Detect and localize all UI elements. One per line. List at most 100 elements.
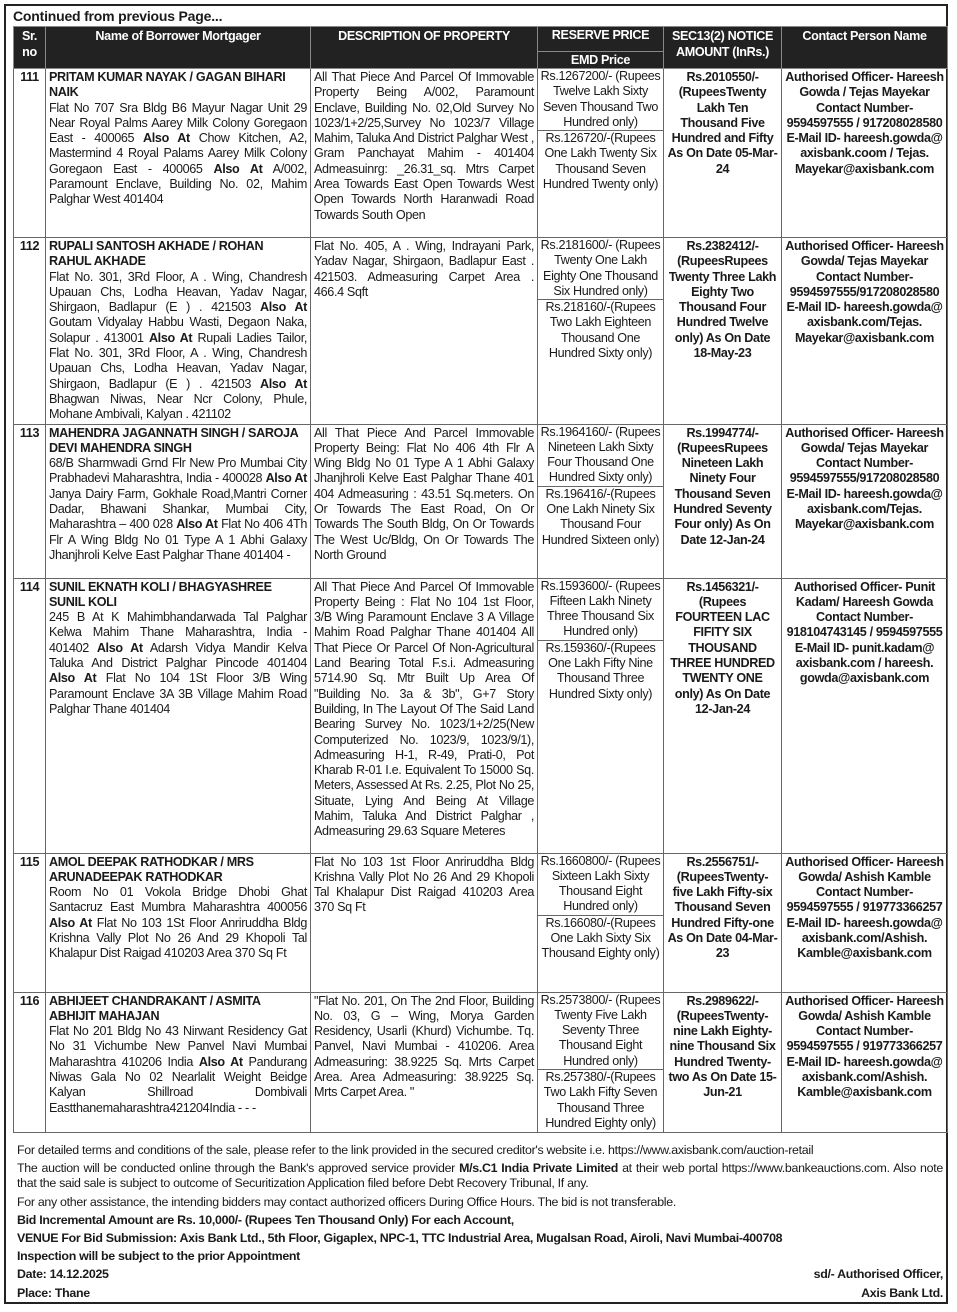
borrower-cell: RUPALI SANTOSH AKHADE / ROHAN RAHUL AKHA… [45,237,311,425]
emd-price: Rs.196416/-(Rupees One Lakh Ninety Six T… [541,486,660,547]
table-row: 111 PRITAM KUMAR NAYAK / GAGAN BIHARI NA… [13,68,948,238]
sr-no: 112 [13,237,46,425]
also-at-label: Also At [260,376,307,391]
header-description: DESCRIPTION OF PROPERTY [310,26,538,69]
reserve-emd-cell: Rs.2573800/- (Rupees Twenty Five Lakh Se… [537,991,664,1133]
header-reserve: RESERVE PRICE [538,27,663,52]
contact-person: Authorised Officer- Hareesh Gowda / Teja… [781,68,948,238]
reserve-emd-cell: Rs.2181600/- (Rupees Twenty One Lakh Eig… [537,237,664,425]
footer: For detailed terms and conditions of the… [17,1143,943,1304]
table-row: 116 ABHIJEET CHANDRAKANT / ASMITA ABHIJI… [13,991,948,1133]
date: Date: 14.12.2025 [17,1267,109,1282]
notice-amount: Rs.1994774/- (RupeesRupees Nineteen Lakh… [663,423,782,579]
borrower-cell: ABHIJEET CHANDRAKANT / ASMITA ABHIJIT MA… [45,991,311,1133]
also-at-label: Also At [260,300,307,315]
terms-text: For detailed terms and conditions of the… [17,1143,814,1157]
header-reserve-emd: RESERVE PRICE EMD Price [537,26,664,69]
address-segment: Flat No. 301, 3Rd Floor, A . Wing, Chand… [49,269,307,315]
reserve-price: Rs.1593600/- (Rupees Fifteen Lakh Ninety… [538,579,663,641]
table-row: 115 AMOL DEEPAK RATHODKAR / MRS ARUNADEE… [13,852,948,993]
borrower-names: SUNIL EKNATH KOLI / BHAGYASHREE SUNIL KO… [49,579,272,609]
borrower-cell: PRITAM KUMAR NAYAK / GAGAN BIHARI NAIK Fl… [45,68,311,238]
emd-price: Rs.159360/-(Rupees One Lakh Fifty Nine T… [545,640,656,701]
also-at-label: Also At [265,471,308,486]
reserve-emd-cell: Rs.1660800/- (Rupees Sixteen Lakh Sixty … [537,852,664,993]
address-segment: Room No 01 Vokola Bridge Dhobi Ghat Sant… [49,885,307,915]
address-segment: A/002, Paramount Enclave, Building No. 0… [49,161,307,207]
borrower-cell: SUNIL EKNATH KOLI / BHAGYASHREE SUNIL KO… [45,577,311,854]
borrower-cell: AMOL DEEPAK RATHODKAR / MRS ARUNADEEPAK … [45,852,311,993]
table-row: 112 RUPALI SANTOSH AKHADE / ROHAN RAHUL … [13,237,948,425]
place: Place: Thane [17,1285,90,1300]
property-description: Flat No 103 1st Floor Anriruddha Bldg Kr… [310,852,538,993]
also-at-label: Also At [198,1054,243,1069]
emd-price: Rs.218160/-(Rupees Two Lakh Eighteen Tho… [545,300,656,361]
address-segment: Rupali Ladies Tailor, Flat No. 301, 3Rd … [49,330,307,391]
address-segment: Flat No 103 1St Floor Anriruddha Bldg Kr… [49,915,307,961]
sr-no: 113 [13,423,46,579]
contact-person: Authorised Officer- Hareesh Gowda/ Tejas… [781,237,948,425]
borrower-names: ABHIJEET CHANDRAKANT / ASMITA ABHIJIT MA… [49,993,261,1023]
also-at-label: Also At [176,517,218,532]
notice-amount: Rs.2556751/- (RupeesTwenty-five Lakh Fif… [663,852,782,993]
reserve-emd-cell: Rs.1593600/- (Rupees Fifteen Lakh Ninety… [537,577,664,854]
address-segment: Flat No 406 4Th Flr A Wing Bldg No 01 Ty… [49,517,307,562]
property-description: Flat No. 405, A . Wing, Indrayani Park, … [310,237,538,425]
assistance-text: For any other assistance, the intending … [17,1194,676,1209]
property-description: All That Piece And Parcel Of Immovable P… [310,68,538,238]
address-segment: Flat No 201 Bldg No 43 Nirwant Residency… [49,1024,307,1069]
sr-no: 114 [13,577,46,854]
address-segment: 245 B At K Mahimbhandarwada Tal Palghar … [49,610,307,655]
also-at-label: Also At [143,131,190,146]
address-segment: Chow Kitchen, A2, Mastermind 4 Royal Pal… [49,131,307,176]
address-segment: Adarsh Vidya Mandir Kelva Taluka And Dis… [49,640,307,671]
continued-label: Continued from previous Page... [13,8,223,24]
auction-text-post: at their web portal https://www.bankeauc… [17,1161,943,1191]
header-notice: SEC13(2) NOTICE AMOUNT (InRs.) [663,26,782,69]
header-emd: EMD Price [570,53,631,67]
also-at-label: Also At [213,161,263,176]
sr-no: 115 [13,852,46,993]
property-description: All That Piece And Parcel Of Immovable P… [310,577,538,854]
sr-no: 111 [13,68,46,238]
reserve-price: Rs.2573800/- (Rupees Twenty Five Lakh Se… [538,993,663,1071]
address-segment: 68/B Sharmwadi Grnd Flr New Pro Mumbai C… [49,456,307,486]
bid-increment: Bid Incremental Amount are Rs. 10,000/- … [17,1212,514,1227]
also-at-label: Also At [148,330,193,345]
signatory: sd/- Authorised Officer, [813,1267,944,1282]
contact-person: Authorised Officer- Hareesh Gowda/ Ashis… [781,991,948,1133]
also-at-label: Also At [96,640,143,655]
property-description: "Flat No. 201, On The 2nd Floor, Buildin… [310,991,538,1133]
contact-person: Authorised Officer- Hareesh Gowda/ Tejas… [781,423,948,579]
auction-text: The auction will be conducted online thr… [17,1161,943,1191]
property-description: All That Piece And Parcel Immovable Prop… [310,423,538,579]
reserve-price: Rs.1964160/- (Rupees Nineteen Lakh Sixty… [538,425,663,487]
address-segment: Flat No 104 1St Floor 3/B Wing Paramount… [49,671,307,716]
notice-amount: Rs.2382412/- (RupeesRupees Twenty Three … [663,237,782,425]
auction-table: Sr. no Name of Borrower Mortgager DESCRI… [13,26,948,1133]
borrower-names: RUPALI SANTOSH AKHADE / ROHAN RAHUL AKHA… [49,239,264,269]
auction-text-pre: The auction will be conducted online thr… [17,1161,460,1176]
contact-person: Authorised Officer- Punit Kadam/ Hareesh… [781,577,948,854]
bank-name: Axis Bank Ltd. [861,1285,943,1300]
also-at-label: Also At [49,915,92,930]
header-contact: Contact Person Name [781,26,948,69]
venue: VENUE For Bid Submission: Axis Bank Ltd.… [17,1231,783,1246]
contact-person: Authorised Officer- Hareesh Gowda/ Ashis… [781,852,948,993]
address-segment: Bhagwan Niwas, Near Ncr Colony, Phule, M… [49,391,307,422]
table-header: Sr. no Name of Borrower Mortgager DESCRI… [13,26,948,69]
address-segment: Flat No 707 Sra Bldg B6 Mayur Nagar Unit… [49,100,307,146]
table-row: 113 MAHENDRA JAGANNATH SINGH / SAROJA DE… [13,423,948,579]
notice-amount: Rs.1456321/- (Rupees FOURTEEN LAC FIFITY… [663,577,782,854]
reserve-price: Rs.1267200/- (Rupees Twelve Lakh Sixty S… [538,69,663,132]
reserve-emd-cell: Rs.1964160/- (Rupees Nineteen Lakh Sixty… [537,423,664,579]
borrower-cell: MAHENDRA JAGANNATH SINGH / SAROJA DEVI M… [45,423,311,579]
address-segment: Janya Dairy Farm, Gokhale Road,Mantri Co… [49,486,307,532]
header-sr: Sr. no [13,26,46,69]
address-segment: Goutam Vidyalay Habbu Wasti, Degaon Naka… [49,315,307,345]
sr-no: 116 [13,991,46,1133]
borrower-names: AMOL DEEPAK RATHODKAR / MRS ARUNADEEPAK … [49,854,254,884]
emd-price: Rs.126720/-(Rupees One Lakh Twenty Six T… [542,131,659,192]
notice-amount: Rs.2010550/- (RupeesTwenty Lakh Ten Thou… [663,68,782,238]
borrower-names: PRITAM KUMAR NAYAK / GAGAN BIHARI NAIK [49,70,286,100]
